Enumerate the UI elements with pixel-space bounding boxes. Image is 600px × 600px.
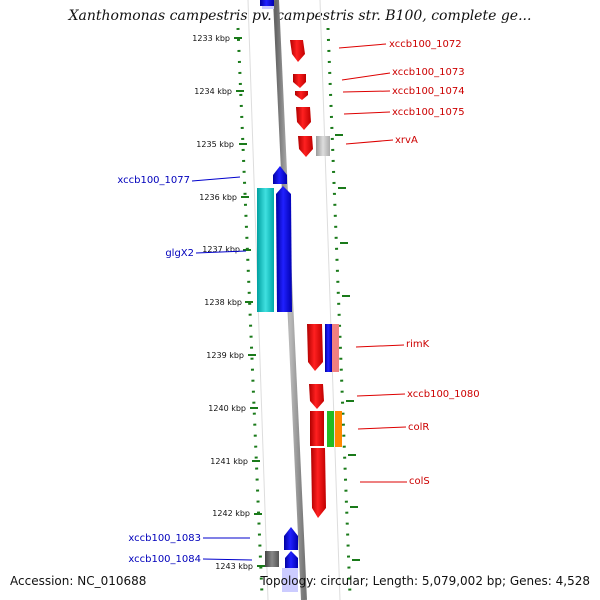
gene-xccb100_1075[interactable]: [296, 107, 311, 130]
gene-colR-green[interactable]: [327, 411, 334, 447]
gene-glgX2-cyan[interactable]: [257, 188, 274, 312]
gene-label-xccb100_1072[interactable]: xccb100_1072: [389, 39, 462, 50]
gene-colR[interactable]: [310, 411, 324, 446]
tick-label-1238: 1238 kbp: [204, 298, 242, 307]
tick-label-1235: 1235 kbp: [196, 140, 234, 149]
gene-xrvA[interactable]: [298, 136, 313, 157]
gene-xccb100_1084-gray[interactable]: [265, 551, 279, 567]
tick-label-1239: 1239 kbp: [206, 351, 244, 360]
gene-label-xccb100_1075[interactable]: xccb100_1075: [392, 107, 465, 118]
scale-track-right: [326, 27, 352, 596]
gene-xccb100_1083[interactable]: [284, 527, 298, 550]
gene-label-colR[interactable]: colR: [408, 422, 429, 433]
gene-xrvA-gray[interactable]: [316, 136, 330, 156]
gene-label-colS[interactable]: colS: [409, 476, 430, 487]
reverse-label-leaders: [191, 176, 253, 561]
tick-label-1233: 1233 kbp: [192, 34, 230, 43]
tick-label-1234: 1234 kbp: [194, 87, 232, 96]
gene-rimK[interactable]: [307, 324, 323, 371]
gene-xccb100_1074[interactable]: [295, 91, 308, 100]
accession-text: Accession: NC_010688: [10, 574, 147, 588]
gene-rimK-blue[interactable]: [325, 324, 332, 372]
gene-colR-orange[interactable]: [335, 411, 342, 447]
gene-xccb100_1084[interactable]: [285, 551, 298, 568]
gene-label-glgX2[interactable]: glgX2: [165, 248, 194, 259]
gene-feature-top-partial-highlight: [262, 6, 274, 9]
gene-xccb100_1080[interactable]: [309, 384, 324, 409]
map-title: Xanthomonas campestris pv. campestris st…: [68, 8, 532, 24]
gene-colS[interactable]: [311, 448, 326, 518]
gene-xccb100_1077[interactable]: [273, 166, 287, 184]
gene-xccb100_1072[interactable]: [290, 40, 305, 62]
forward-label-leaders: [338, 43, 407, 483]
gene-label-xccb100_1080[interactable]: xccb100_1080: [407, 389, 480, 400]
gene-label-rimK[interactable]: rimK: [406, 339, 430, 350]
gene-xccb100_1073[interactable]: [293, 74, 306, 88]
gene-glgX2[interactable]: [276, 186, 292, 312]
genome-summary-text: Topology: circular; Length: 5,079,002 bp…: [260, 574, 590, 588]
tick-label-1243: 1243 kbp: [215, 562, 253, 571]
gene-label-xccb100_1073[interactable]: xccb100_1073: [392, 67, 465, 78]
track-border-right: [319, 0, 341, 600]
tick-label-1240: 1240 kbp: [208, 404, 246, 413]
tick-label-1242: 1242 kbp: [212, 509, 250, 518]
tick-label-1237: 1237 kbp: [202, 245, 240, 254]
gene-feature-bottom-partial: [282, 568, 298, 592]
gene-rimK-pink[interactable]: [332, 324, 339, 372]
tick-marks: [234, 37, 360, 567]
tick-label-1236: 1236 kbp: [199, 193, 237, 202]
gene-label-xccb100_1074[interactable]: xccb100_1074: [392, 86, 465, 97]
tick-label-1241: 1241 kbp: [210, 457, 248, 466]
gene-label-xccb100_1077[interactable]: xccb100_1077: [117, 175, 190, 186]
gene-label-xccb100_1083[interactable]: xccb100_1083: [128, 533, 201, 544]
gene-feature-top-partial[interactable]: [260, 0, 274, 6]
gene-label-xccb100_1084[interactable]: xccb100_1084: [128, 554, 201, 565]
gene-label-xrvA[interactable]: xrvA: [395, 135, 418, 146]
